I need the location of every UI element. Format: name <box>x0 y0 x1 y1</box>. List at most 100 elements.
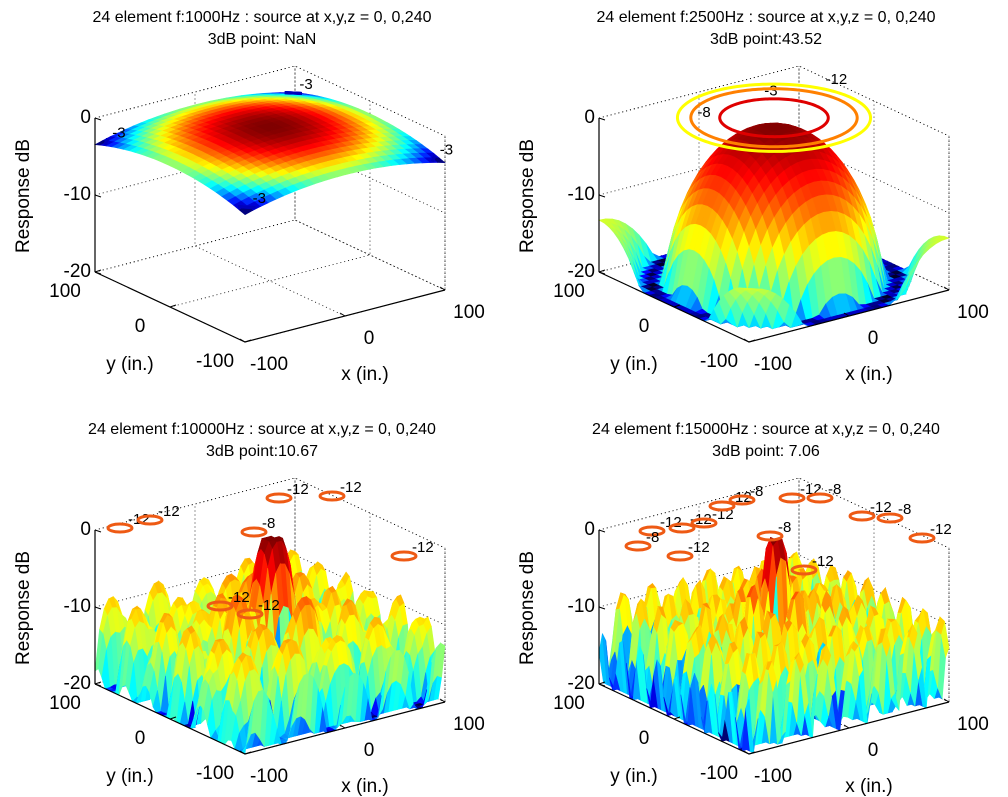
contour-line <box>689 87 859 149</box>
grid-line <box>194 504 346 729</box>
tick-mark <box>94 117 102 121</box>
chart-subtitle: 3dB point:43.52 <box>710 31 822 48</box>
z-tick-label: -20 <box>568 261 595 282</box>
tick-mark <box>94 269 102 273</box>
y-tick-label: 0 <box>639 316 650 337</box>
contour-label: -12 <box>826 71 848 88</box>
grid-line <box>294 478 446 703</box>
x-tick-label: 100 <box>453 302 485 323</box>
y-axis-label: y (in.) <box>106 766 154 787</box>
z-tick-label: -20 <box>64 261 91 282</box>
tick-mark <box>598 269 606 273</box>
x-axis-label: x (in.) <box>341 364 389 385</box>
x-axis-label: x (in.) <box>845 364 893 385</box>
contour-label: -12 <box>340 479 362 496</box>
grid-line <box>798 66 950 291</box>
x-tick-label: -100 <box>754 354 792 375</box>
y-tick-label: 100 <box>49 281 81 302</box>
tick-mark <box>943 286 950 291</box>
z-tick-label: 0 <box>584 107 595 128</box>
chart-subtitle: 3dB point:10.67 <box>206 443 318 460</box>
x-axis-label: x (in.) <box>341 776 389 797</box>
x-tick-label: 100 <box>453 714 485 735</box>
tick-mark <box>673 304 681 308</box>
tick-mark <box>748 339 756 343</box>
contour-label: -12 <box>258 597 280 614</box>
z-tick-label: 0 <box>80 107 91 128</box>
chart-subtitle: 3dB point: 7.06 <box>712 443 820 460</box>
subplot: 24 element f:15000Hz : source at x,y,z =… <box>517 421 989 797</box>
z-tick-label: -10 <box>568 184 595 205</box>
z-axis-label: Response dB <box>517 139 538 253</box>
grid-line <box>698 92 850 317</box>
tick-mark <box>743 338 750 343</box>
chart-subtitle: 3dB point: NaN <box>208 31 317 48</box>
surface-patch <box>743 287 756 291</box>
subplot: 24 element f:2500Hz : source at x,y,z = … <box>517 9 989 385</box>
grid-line <box>94 142 446 214</box>
tick-mark <box>94 681 102 685</box>
contour-label: -12 <box>412 539 434 556</box>
chart-title: 24 element f:1000Hz : source at x,y,z = … <box>92 9 431 26</box>
tick-mark <box>843 312 850 317</box>
x-tick-label: 0 <box>364 740 375 761</box>
subplot: 24 element f:1000Hz : source at x,y,z = … <box>13 9 485 385</box>
x-tick-label: 0 <box>364 328 375 349</box>
contour-label: -8 <box>262 515 275 532</box>
contour-label: -8 <box>697 104 710 121</box>
contour-label: -3 <box>253 190 266 207</box>
box-edge <box>94 477 446 549</box>
box-edge <box>598 65 950 137</box>
grid-line <box>94 219 446 291</box>
x-tick-label: -100 <box>250 766 288 787</box>
contour-label: -3 <box>299 76 312 93</box>
x-tick-label: 0 <box>868 328 879 349</box>
tick-mark <box>239 338 246 343</box>
axis-line <box>94 271 446 343</box>
z-tick-label: -20 <box>64 673 91 694</box>
chart-title: 24 element f:10000Hz : source at x,y,z =… <box>88 421 436 438</box>
y-tick-label: -100 <box>196 351 234 372</box>
tick-mark <box>94 194 102 198</box>
z-tick-label: -10 <box>64 184 91 205</box>
y-tick-label: 100 <box>49 693 81 714</box>
tick-mark <box>598 271 606 275</box>
y-tick-label: 0 <box>135 728 146 749</box>
contour-line <box>103 91 437 210</box>
contour-label: -12 <box>228 589 250 606</box>
tick-mark <box>94 606 102 610</box>
contour-label: -3 <box>112 125 125 142</box>
chart-title: 24 element f:15000Hz : source at x,y,z =… <box>592 421 940 438</box>
y-tick-label: -100 <box>196 763 234 784</box>
contour-label: -3 <box>440 141 453 158</box>
x-tick-label: -100 <box>250 354 288 375</box>
y-tick-label: 0 <box>135 316 146 337</box>
grid-line <box>598 142 950 214</box>
tick-mark <box>169 304 177 308</box>
y-tick-label: -100 <box>700 351 738 372</box>
y-axis-label: y (in.) <box>610 354 658 375</box>
contour-line <box>675 82 873 153</box>
tick-mark <box>94 529 102 533</box>
contour-label: -12 <box>158 503 180 520</box>
x-tick-label: 100 <box>957 302 989 323</box>
tick-mark <box>244 339 252 343</box>
tick-mark <box>439 698 446 703</box>
grid-line <box>169 101 371 308</box>
y-axis-label: y (in.) <box>106 354 154 375</box>
contour-line <box>718 97 830 139</box>
tick-mark <box>439 286 446 291</box>
box-edge <box>94 65 446 137</box>
z-axis-label: Response dB <box>13 139 34 253</box>
tick-mark <box>94 271 102 275</box>
subplot: 24 element f:10000Hz : source at x,y,z =… <box>13 421 485 797</box>
tick-mark <box>598 117 606 121</box>
contour-label: -3 <box>764 83 777 100</box>
y-tick-label: 100 <box>553 281 585 302</box>
contour-label: -12 <box>287 481 309 498</box>
tick-mark <box>598 194 606 198</box>
z-tick-label: 0 <box>80 519 91 540</box>
z-axis-label: Response dB <box>13 551 34 665</box>
